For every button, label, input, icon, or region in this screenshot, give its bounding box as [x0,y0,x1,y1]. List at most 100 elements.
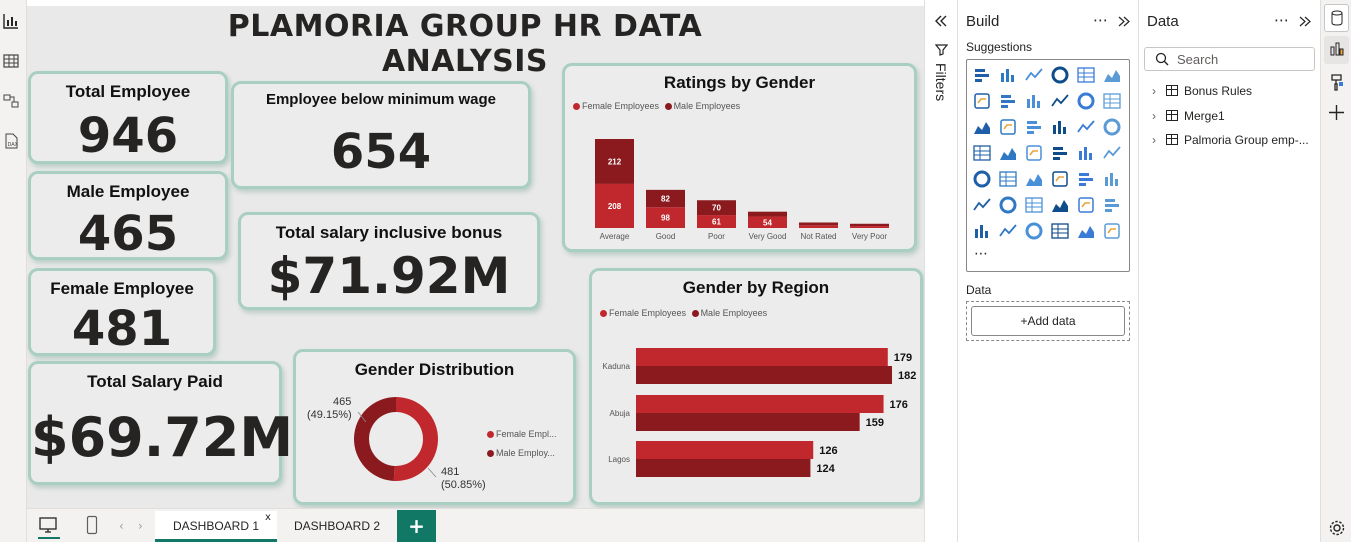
metrics-icon[interactable] [1102,195,1122,215]
chevron-visual-icon[interactable] [1102,221,1122,241]
ribbon-chart-icon[interactable] [1050,91,1070,111]
format-paint-icon[interactable] [1329,73,1345,91]
smart-narrative-icon[interactable] [1076,195,1096,215]
waterfall-icon[interactable] [998,117,1018,137]
report-view-icon[interactable] [2,12,20,30]
funnel-icon[interactable] [1024,117,1044,137]
r-visual-icon[interactable] [1102,169,1122,189]
mobile-view-icon[interactable] [86,515,98,535]
100-stacked-bar-icon[interactable] [1076,65,1096,85]
card-icon[interactable] [1102,143,1122,163]
data-more-options[interactable]: ⋯ [1274,11,1289,29]
gender-distribution-chart[interactable]: Gender Distribution 481 (50.85%) 465 (49.15… [293,349,576,505]
area-chart-icon[interactable] [998,91,1018,111]
total-salary-paid-card[interactable]: Total Salary Paid $69.72M [28,361,293,485]
more-visuals-icon[interactable] [1050,221,1070,241]
salary-incl-bonus-card[interactable]: Total salary inclusive bonus $71.92M [238,212,540,310]
stacked-bar-icon[interactable] [972,65,992,85]
collapse-data-icon[interactable] [1298,15,1311,28]
table-icon[interactable] [1050,169,1070,189]
bar-female [636,441,814,459]
tab-dashboard-1[interactable]: DASHBOARD 1 [155,511,277,542]
gauge-icon[interactable] [1076,143,1096,163]
filters-label[interactable]: Filters [933,63,949,102]
male-employee-card[interactable]: Male Employee 465 [28,171,228,262]
line-stacked-column-icon[interactable] [1076,91,1096,111]
close-tab-icon[interactable]: x [265,512,271,523]
tab-dashboard-2[interactable]: DASHBOARD 2 [277,511,397,542]
scroll-pages-left[interactable]: ‹ [119,519,124,533]
data-search-input[interactable]: Search [1144,47,1315,71]
tab-label: DASHBOARD 1 [172,519,260,533]
left-view-rail: DAX [0,0,27,542]
key-influencers-icon[interactable] [998,195,1018,215]
table-view-icon[interactable] [2,52,20,70]
treemap-icon[interactable] [972,143,992,163]
bar-female [636,395,884,413]
chart-title: Ratings by Gender [663,73,816,92]
qa-icon[interactable] [1050,195,1070,215]
data-table-palmoria[interactable]: › Palmoria Group emp-... [1152,133,1309,153]
chevron-right-icon[interactable]: › [1152,133,1156,147]
stacked-column-icon[interactable] [998,65,1018,85]
power-apps-icon[interactable] [998,221,1018,241]
settings-gear-icon[interactable] [1328,519,1346,537]
paginated-report-icon[interactable] [972,221,992,241]
clustered-column-icon[interactable] [1050,65,1070,85]
slicer-icon[interactable] [1024,169,1044,189]
desktop-view-icon[interactable] [38,516,58,534]
data-table-bonus-rules[interactable]: › Bonus Rules [1152,84,1252,104]
filled-map-icon[interactable] [1024,143,1044,163]
pie-icon[interactable] [1076,117,1096,137]
azure-map-icon[interactable] [1050,143,1070,163]
line-column-combo-icon[interactable] [972,117,992,137]
scroll-pages-right[interactable]: › [138,519,143,533]
report-title: PLAMORIA GROUP HR DATA ANALYSIS [227,9,703,79]
data-label: 208 [608,202,622,211]
add-pane-icon[interactable] [1328,104,1345,121]
diamond-visual-icon[interactable] [1076,221,1096,241]
chevron-right-icon[interactable]: › [1152,109,1156,123]
clustered-bar-icon[interactable] [1024,65,1044,85]
line-clustered-column-icon[interactable] [1102,91,1122,111]
map-icon[interactable] [998,143,1018,163]
below-min-wage-card[interactable]: Employee below minimum wage 654 [231,81,531,189]
ratings-by-gender-chart[interactable]: Ratings by Gender Female Employees Male … [562,63,917,252]
multirow-card-icon[interactable] [972,169,992,189]
build-pane-toggle[interactable] [1324,36,1349,64]
female-employee-card[interactable]: Female Employee 481 [28,268,216,357]
data-label: 465 [333,396,351,408]
decomposition-tree-icon[interactable] [1024,195,1044,215]
power-automate-icon[interactable] [1024,221,1044,241]
chart-title: Gender by Region [682,278,830,297]
build-more-options[interactable]: ⋯ [1093,11,1108,29]
gender-by-region-chart[interactable]: Gender by Region Female Employees Male E… [589,268,923,505]
more-visuals-ellipsis[interactable]: ⋯ [974,246,988,262]
chevron-right-icon[interactable]: › [1152,84,1156,98]
total-employee-card[interactable]: Total Employee 946 [28,71,228,164]
data-table-merge1[interactable]: › Merge1 [1152,109,1225,129]
dax-query-icon[interactable]: DAX [2,132,20,150]
collapse-build-icon[interactable] [1117,15,1130,28]
chart-legend: Female Employees Male Employees [600,308,767,318]
data-label: 126 [819,445,837,457]
add-data-button[interactable]: +Add data [971,306,1125,336]
model-view-icon[interactable] [2,92,20,110]
bar-female [799,225,838,228]
add-page-button[interactable]: + [397,510,436,542]
donut-icon[interactable] [1102,117,1122,137]
scatter-icon[interactable] [1050,117,1070,137]
100-stacked-column-icon[interactable] [1102,65,1122,85]
line-chart-icon[interactable] [972,91,992,111]
bar-male [636,413,860,431]
data-label: 124 [816,463,835,475]
legend-male-label: Male Employ... [496,448,555,458]
python-visual-icon[interactable] [972,195,992,215]
kpi-icon[interactable] [998,169,1018,189]
collapse-panes-icon[interactable] [934,14,948,28]
y-tick-label: Kaduna [602,362,630,371]
data-pane-toggle[interactable] [1324,4,1349,32]
matrix-icon[interactable] [1076,169,1096,189]
filter-icon[interactable] [935,43,948,56]
stacked-area-icon[interactable] [1024,91,1044,111]
